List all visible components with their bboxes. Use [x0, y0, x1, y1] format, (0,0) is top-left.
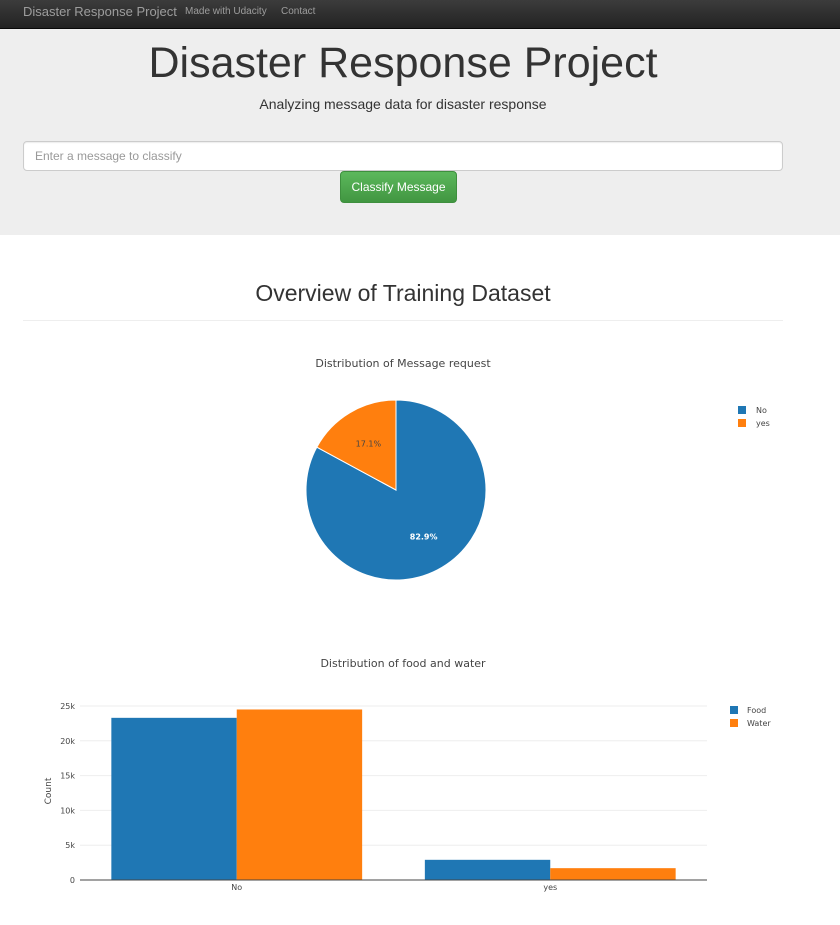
y-tick-label: 20k [60, 737, 75, 746]
bar-food-no[interactable] [111, 717, 237, 880]
y-tick-label: 10k [60, 806, 75, 815]
x-tick-label: No [231, 883, 242, 892]
nav-link-contact[interactable]: Contact [281, 6, 316, 17]
page-title: Disaster Response Project [148, 39, 658, 87]
pie-chart-title: Distribution of Message request [315, 357, 491, 370]
y-tick-label: 0 [70, 876, 75, 885]
pie-slice-label: 82.9% [410, 532, 438, 541]
section-divider [23, 320, 783, 321]
y-axis-label: Count [44, 777, 54, 804]
bar-water-no[interactable] [236, 709, 363, 880]
legend-swatch [730, 719, 738, 727]
section-title: Overview of Training Dataset [255, 280, 551, 306]
pie-chart: 82.9% 17.1% [305, 399, 487, 581]
pie-legend: No yes [738, 406, 770, 428]
classify-message-button[interactable]: Classify Message [340, 171, 457, 203]
nav-link-made-with-udacity[interactable]: Made with Udacity [185, 6, 267, 17]
legend-entry-yes[interactable]: yes [756, 419, 770, 428]
legend-swatch [730, 706, 738, 714]
y-tick-label: 25k [60, 702, 75, 711]
y-tick-label: 5k [65, 841, 75, 850]
jumbotron: Disaster Response Project Analyzing mess… [0, 29, 840, 235]
page-subtitle: Analyzing message data for disaster resp… [259, 96, 547, 112]
message-input[interactable] [23, 141, 783, 171]
pie-slice-yes[interactable] [316, 399, 397, 491]
bar-food-yes[interactable] [424, 859, 551, 880]
bar-chart: No yes [111, 709, 676, 892]
bar-chart-title: Distribution of food and water [320, 657, 486, 670]
y-tick-label: 15k [60, 772, 75, 781]
pie-slice-label: 17.1% [356, 440, 382, 449]
navbar: Disaster Response Project Made with Udac… [0, 0, 840, 29]
legend-entry-food[interactable]: Food [747, 706, 766, 715]
legend-swatch [738, 419, 746, 427]
legend-swatch [738, 406, 746, 414]
navbar-brand[interactable]: Disaster Response Project [23, 4, 177, 19]
bar-water-yes[interactable] [550, 868, 676, 880]
legend-entry-no[interactable]: No [756, 406, 767, 415]
bar-legend: Food Water [730, 706, 771, 728]
legend-entry-water[interactable]: Water [747, 719, 771, 728]
x-tick-label: yes [543, 883, 557, 892]
